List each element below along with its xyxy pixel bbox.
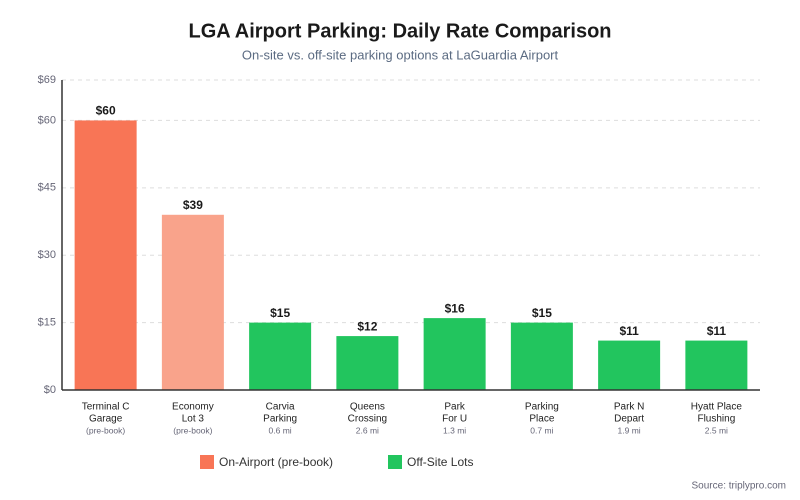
x-tick-note: 0.6 mi (269, 425, 292, 435)
value-label: $16 (445, 301, 465, 315)
chart-subtitle: On-site vs. off-site parking options at … (242, 47, 559, 62)
bar (161, 214, 224, 390)
bar (598, 340, 661, 390)
y-tick-label: $0 (44, 384, 56, 396)
x-tick-label: Parking (525, 402, 559, 413)
y-tick-label: $69 (38, 74, 56, 86)
legend-label: Off-Site Lots (407, 455, 473, 469)
x-tick-note: (pre-book) (86, 425, 125, 435)
x-tick-label: Carvia (266, 402, 295, 413)
x-tick-note: 2.5 mi (705, 425, 728, 435)
bar (423, 318, 486, 390)
bar (510, 322, 573, 390)
legend-swatch (200, 455, 214, 469)
x-tick-label: Lot 3 (182, 414, 205, 425)
value-label: $11 (619, 324, 639, 338)
x-tick-label: Queens (350, 402, 385, 413)
chart-title: LGA Airport Parking: Daily Rate Comparis… (188, 20, 611, 42)
y-tick-label: $45 (38, 182, 56, 194)
bar (249, 322, 312, 390)
x-tick-label: Hyatt Place (691, 402, 743, 413)
value-label: $15 (270, 306, 290, 320)
x-tick-label: Park (444, 402, 466, 413)
value-label: $15 (532, 306, 552, 320)
legend-swatch (388, 455, 402, 469)
x-tick-label: Flushing (697, 414, 735, 425)
source: Source: triplypro.com (692, 481, 786, 492)
x-tick-note: 1.3 mi (443, 425, 466, 435)
y-tick-label: $30 (38, 249, 56, 261)
bar (685, 340, 748, 390)
x-tick-note: (pre-book) (173, 425, 212, 435)
bar (336, 336, 399, 390)
legend-label: On-Airport (pre-book) (219, 455, 333, 469)
x-tick-label: Place (529, 414, 554, 425)
x-tick-note: 0.7 mi (530, 425, 553, 435)
x-tick-label: Park N (614, 402, 645, 413)
x-tick-label: Garage (89, 414, 123, 425)
x-tick-note: 1.9 mi (618, 425, 641, 435)
x-tick-label: For U (442, 414, 467, 425)
bar (74, 120, 137, 390)
x-tick-label: Depart (614, 414, 644, 425)
value-label: $60 (96, 104, 116, 118)
x-tick-label: Terminal C (82, 402, 130, 413)
x-tick-note: 2.6 mi (356, 425, 379, 435)
x-tick-label: Crossing (348, 414, 387, 425)
value-label: $11 (707, 324, 727, 338)
value-label: $12 (357, 319, 377, 333)
y-tick-label: $60 (38, 114, 56, 126)
x-tick-label: Parking (263, 414, 297, 425)
y-tick-label: $15 (38, 317, 56, 329)
x-tick-label: Economy (172, 402, 214, 413)
value-label: $39 (183, 198, 203, 212)
